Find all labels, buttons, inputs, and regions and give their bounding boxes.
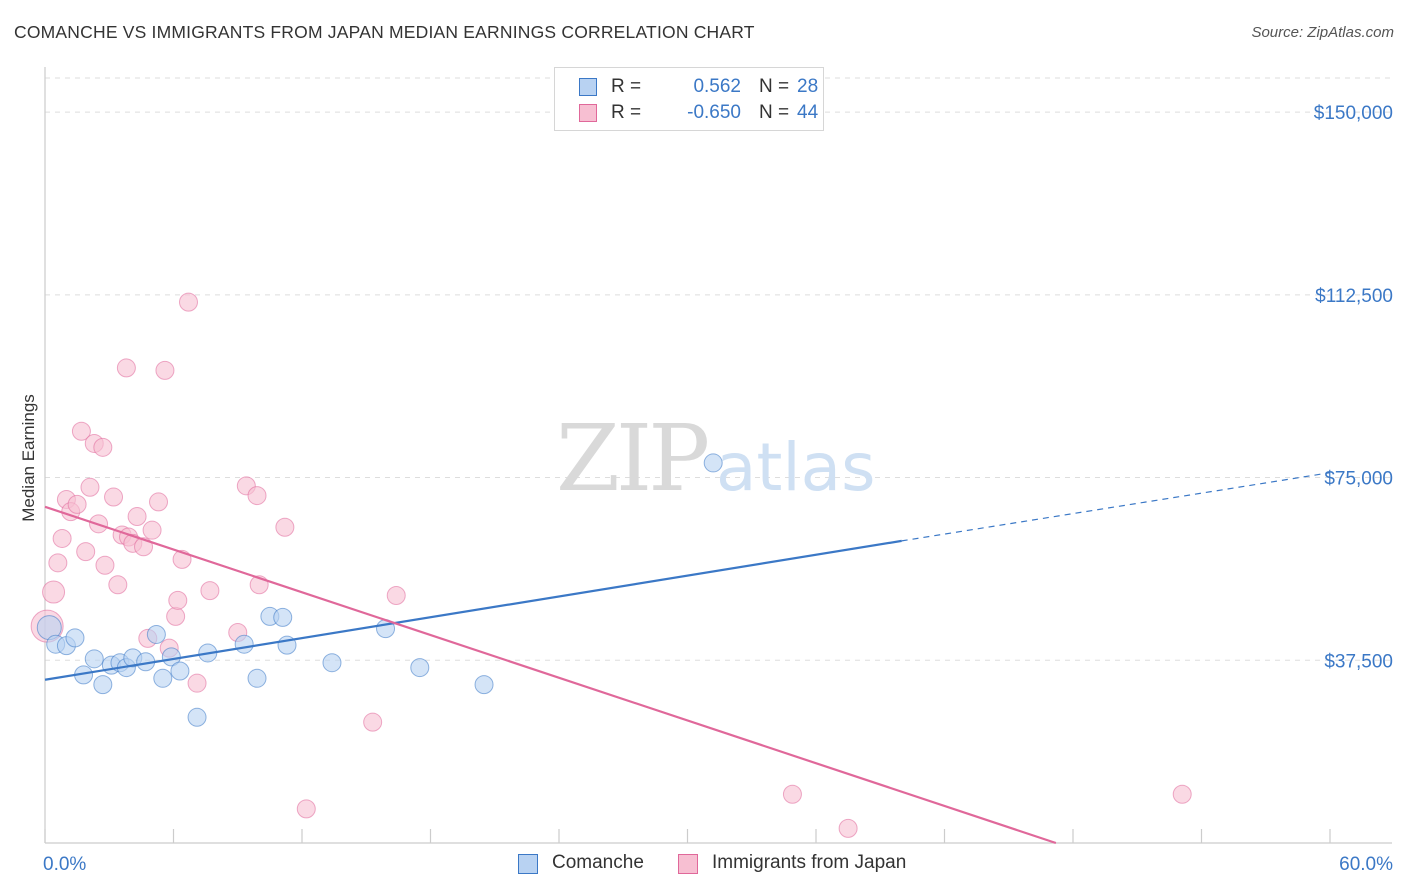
legend-label-immigrants-from-japan: Immigrants from Japan xyxy=(712,852,907,873)
immigrants-from-japan-point[interactable] xyxy=(76,542,96,562)
immigrants-from-japan-point[interactable] xyxy=(52,528,72,548)
immigrants-from-japan-point[interactable] xyxy=(142,520,162,540)
legend-swatch-comanche xyxy=(518,854,538,874)
legend-swatch-comanche xyxy=(579,78,597,96)
immigrants-from-japan-point[interactable] xyxy=(166,606,186,626)
y-tick-label: $75,000 xyxy=(1324,469,1393,490)
comanche-point[interactable] xyxy=(273,607,293,627)
comanche-point[interactable] xyxy=(153,668,173,688)
immigrants-from-japan-point[interactable] xyxy=(80,477,100,497)
legend-r-value: 0.562 xyxy=(693,76,741,97)
legend-r-label: R = xyxy=(611,102,642,123)
immigrants-from-japan-point[interactable] xyxy=(187,673,207,693)
comanche-point[interactable] xyxy=(170,661,190,681)
x-tick-labels: 0.0% 60.0% xyxy=(43,854,1393,875)
comanche-point[interactable] xyxy=(474,675,494,695)
legend-r-label: R = xyxy=(611,76,642,97)
immigrants-from-japan-point[interactable] xyxy=(178,292,198,312)
immigrants-from-japan-point[interactable] xyxy=(1172,784,1192,804)
watermark: ZIP atlas xyxy=(556,405,876,512)
immigrants-from-japan-point[interactable] xyxy=(168,590,188,610)
immigrants-from-japan-point[interactable] xyxy=(67,494,87,514)
immigrants-from-japan-point[interactable] xyxy=(363,712,383,732)
immigrants-from-japan-point[interactable] xyxy=(386,585,406,605)
watermark-zip: ZIP xyxy=(556,405,707,512)
comanche-point[interactable] xyxy=(247,668,267,688)
y-axis-label: Median Earnings xyxy=(19,394,38,522)
legend-n-value: 44 xyxy=(797,102,819,123)
legend-swatch-immigrants-from-japan xyxy=(678,854,698,874)
y-tick-label: $150,000 xyxy=(1314,103,1393,124)
legend-r-value: -0.650 xyxy=(687,102,741,123)
immigrants-from-japan-point[interactable] xyxy=(42,580,66,604)
series-immigrants-from-japan-points xyxy=(30,292,1192,838)
x-tick-label: 0.0% xyxy=(43,854,86,875)
immigrants-from-japan-point[interactable] xyxy=(95,555,115,575)
immigrants-from-japan-trend-line xyxy=(44,505,1057,845)
legend-n-label: N = xyxy=(759,102,790,123)
comanche-point[interactable] xyxy=(410,658,430,678)
series-comanche-points xyxy=(36,453,723,727)
chart-title: COMANCHE VS IMMIGRANTS FROM JAPAN MEDIAN… xyxy=(14,22,755,42)
immigrants-from-japan-point[interactable] xyxy=(127,507,147,527)
y-tick-label: $37,500 xyxy=(1324,651,1393,672)
comanche-point[interactable] xyxy=(703,453,723,473)
immigrants-from-japan-point[interactable] xyxy=(116,358,136,378)
immigrants-from-japan-point[interactable] xyxy=(93,437,113,457)
immigrants-from-japan-point[interactable] xyxy=(296,799,316,819)
correlation-legend: R = 0.562 N = 28 R = -0.650 N = 44 xyxy=(554,67,824,131)
comanche-point[interactable] xyxy=(65,628,85,648)
comanche-point[interactable] xyxy=(84,649,104,669)
x-tick-label: 60.0% xyxy=(1339,854,1393,875)
comanche-point[interactable] xyxy=(146,624,166,644)
axes xyxy=(44,67,1392,844)
immigrants-from-japan-point[interactable] xyxy=(275,517,295,537)
immigrants-from-japan-point[interactable] xyxy=(149,492,169,512)
y-tick-label: $112,500 xyxy=(1315,286,1393,307)
legend-label-comanche: Comanche xyxy=(552,852,644,873)
trend-lines xyxy=(44,472,1331,845)
immigrants-from-japan-point[interactable] xyxy=(200,581,220,601)
immigrants-from-japan-point[interactable] xyxy=(838,818,858,838)
comanche-trend-line xyxy=(44,539,902,681)
legend-n-value: 28 xyxy=(797,76,819,97)
immigrants-from-japan-point[interactable] xyxy=(134,537,154,557)
comanche-point[interactable] xyxy=(234,634,254,654)
legend-n-label: N = xyxy=(759,76,790,97)
y-tick-labels: $37,500 $75,000 $112,500 $150,000 xyxy=(1314,103,1393,672)
immigrants-from-japan-point[interactable] xyxy=(155,360,175,380)
comanche-point[interactable] xyxy=(322,653,342,673)
immigrants-from-japan-point[interactable] xyxy=(104,487,124,507)
chart-source: Source: ZipAtlas.com xyxy=(1251,24,1394,41)
immigrants-from-japan-point[interactable] xyxy=(48,553,68,573)
comanche-trend-extension xyxy=(901,472,1331,542)
immigrants-from-japan-point[interactable] xyxy=(782,784,802,804)
comanche-point[interactable] xyxy=(93,675,113,695)
immigrants-from-japan-point[interactable] xyxy=(247,486,267,506)
immigrants-from-japan-point[interactable] xyxy=(71,421,91,441)
immigrants-from-japan-point[interactable] xyxy=(108,575,128,595)
comanche-point[interactable] xyxy=(187,707,207,727)
watermark-atlas: atlas xyxy=(716,429,876,506)
legend-swatch-immigrants-from-japan xyxy=(579,104,597,122)
